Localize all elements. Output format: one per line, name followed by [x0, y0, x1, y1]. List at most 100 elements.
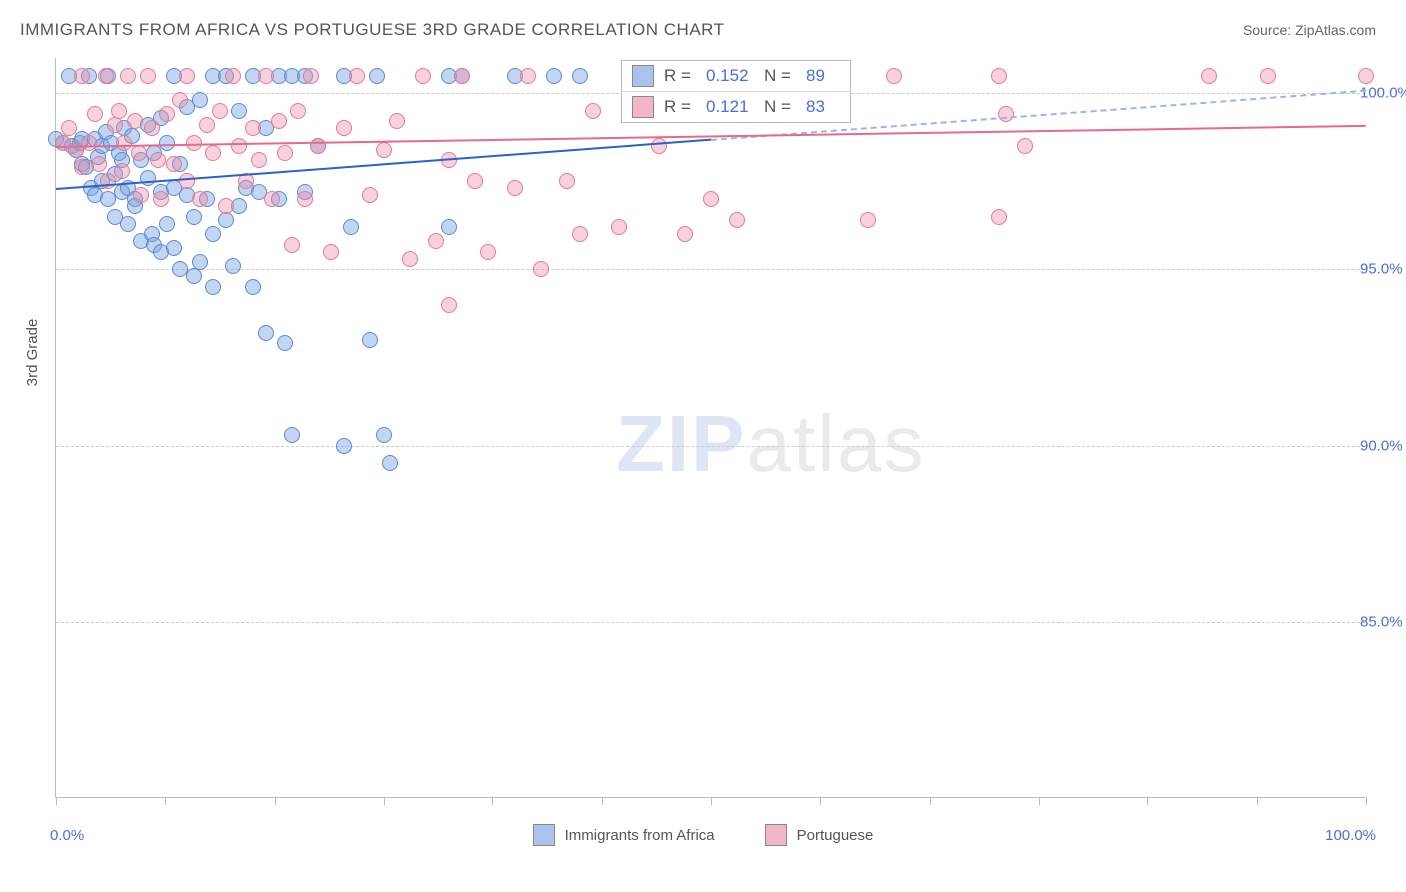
scatter-point	[186, 135, 202, 151]
scatter-point	[218, 212, 234, 228]
scatter-point	[114, 163, 130, 179]
n-value: 83	[806, 97, 840, 117]
scatter-point	[100, 173, 116, 189]
y-tick-label: 85.0%	[1360, 613, 1406, 630]
scatter-point	[1201, 68, 1217, 84]
r-label: R =	[664, 66, 706, 86]
scatter-point	[480, 244, 496, 260]
scatter-point	[572, 68, 588, 84]
scatter-point	[231, 138, 247, 154]
scatter-point	[192, 191, 208, 207]
scatter-point	[585, 103, 601, 119]
scatter-point	[225, 68, 241, 84]
scatter-point	[362, 187, 378, 203]
scatter-point	[402, 251, 418, 267]
scatter-point	[179, 68, 195, 84]
scatter-point	[998, 106, 1014, 122]
scatter-point	[729, 212, 745, 228]
scatter-point	[533, 261, 549, 277]
legend-swatch-icon	[632, 96, 654, 118]
scatter-point	[218, 198, 234, 214]
scatter-point	[389, 113, 405, 129]
scatter-point	[231, 103, 247, 119]
scatter-point	[111, 103, 127, 119]
scatter-point	[172, 92, 188, 108]
grid-line	[56, 446, 1365, 447]
scatter-point	[87, 106, 103, 122]
scatter-point	[179, 173, 195, 189]
scatter-point	[369, 68, 385, 84]
scatter-point	[98, 68, 114, 84]
scatter-point	[572, 226, 588, 242]
scatter-point	[1017, 138, 1033, 154]
r-label: R =	[664, 97, 706, 117]
y-tick-label: 90.0%	[1360, 437, 1406, 454]
scatter-point	[376, 427, 392, 443]
scatter-point	[205, 226, 221, 242]
scatter-point	[271, 113, 287, 129]
scatter-point	[886, 68, 902, 84]
legend-item-africa: Immigrants from Africa	[533, 824, 715, 846]
grid-line	[56, 269, 1365, 270]
legend-bottom: Immigrants from Africa Portuguese	[0, 824, 1406, 846]
grid-line	[56, 622, 1365, 623]
scatter-point	[192, 254, 208, 270]
y-axis-title: 3rd Grade	[24, 319, 41, 387]
legend-swatch-icon	[765, 824, 787, 846]
scatter-point	[144, 120, 160, 136]
scatter-point	[323, 244, 339, 260]
scatter-point	[205, 279, 221, 295]
scatter-point	[212, 103, 228, 119]
x-tick	[930, 797, 931, 805]
scatter-point	[74, 159, 90, 175]
scatter-point	[131, 145, 147, 161]
chart-title: IMMIGRANTS FROM AFRICA VS PORTUGUESE 3RD…	[20, 20, 725, 40]
source-value: ZipAtlas.com	[1295, 22, 1376, 38]
scatter-point	[520, 68, 536, 84]
scatter-point	[290, 103, 306, 119]
scatter-point	[507, 180, 523, 196]
scatter-point	[120, 68, 136, 84]
source-label: Source:	[1243, 22, 1291, 38]
x-tick	[1366, 797, 1367, 805]
x-tick	[602, 797, 603, 805]
n-label: N =	[764, 97, 806, 117]
scatter-point	[127, 113, 143, 129]
legend-label: Immigrants from Africa	[565, 827, 715, 844]
scatter-point	[303, 68, 319, 84]
scatter-point	[651, 138, 667, 154]
scatter-point	[349, 68, 365, 84]
scatter-point	[860, 212, 876, 228]
n-value: 89	[806, 66, 840, 86]
r-value: 0.121	[706, 97, 764, 117]
scatter-point	[120, 216, 136, 232]
scatter-point	[245, 279, 261, 295]
x-tick	[165, 797, 166, 805]
legend-top: R =0.152N =89R =0.121N =83	[621, 60, 851, 123]
scatter-point	[61, 120, 77, 136]
watermark: ZIPatlas	[616, 398, 925, 490]
scatter-point	[428, 233, 444, 249]
scatter-point	[91, 156, 107, 172]
scatter-point	[166, 156, 182, 172]
legend-top-row: R =0.152N =89	[622, 61, 850, 92]
scatter-point	[336, 438, 352, 454]
scatter-point	[559, 173, 575, 189]
scatter-point	[467, 173, 483, 189]
scatter-point	[277, 145, 293, 161]
legend-top-row: R =0.121N =83	[622, 92, 850, 122]
scatter-point	[441, 297, 457, 313]
scatter-point	[74, 68, 90, 84]
scatter-point	[159, 106, 175, 122]
scatter-point	[225, 258, 241, 274]
scatter-point	[376, 142, 392, 158]
scatter-point	[991, 209, 1007, 225]
scatter-point	[677, 226, 693, 242]
n-label: N =	[764, 66, 806, 86]
x-tick	[820, 797, 821, 805]
scatter-point	[116, 135, 132, 151]
scatter-point	[1260, 68, 1276, 84]
scatter-point	[991, 68, 1007, 84]
scatter-point	[107, 117, 123, 133]
scatter-point	[258, 68, 274, 84]
